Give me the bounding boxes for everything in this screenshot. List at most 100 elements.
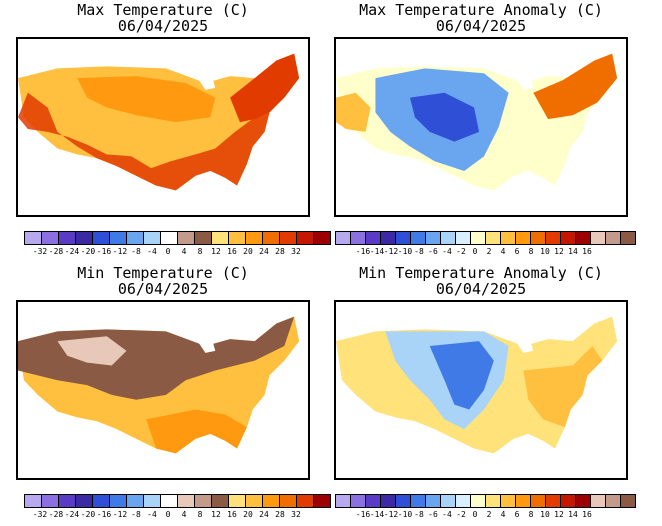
legend-tick-label: 2 <box>486 510 492 519</box>
legend-tick-label: 20 <box>243 510 253 519</box>
legend-swatch <box>92 494 110 508</box>
legend-tick-label: 0 <box>165 510 171 519</box>
legend-tick-label: 12 <box>554 247 564 256</box>
legend-swatch <box>395 494 411 508</box>
legend-swatch <box>515 494 531 508</box>
legend-tick-label: -16 <box>355 247 371 256</box>
legend-tick-label: 2 <box>486 247 492 256</box>
gulf-coast <box>156 434 237 478</box>
legend-tick-label: -24 <box>64 510 80 519</box>
temperature-map <box>16 37 310 217</box>
warm-northeast <box>533 53 618 120</box>
legend-swatch <box>177 231 195 245</box>
legend-swatch <box>143 494 161 508</box>
legend-tick-label: -12 <box>383 510 399 519</box>
legend-swatch <box>605 494 621 508</box>
legend-swatch <box>211 494 229 508</box>
warm-east <box>523 346 603 428</box>
legend-tick-label: -4 <box>147 247 157 256</box>
panel-min-temperature: Min Temperature (C) 06/04/2025 -32 -28 -24… <box>13 263 331 519</box>
legend-tick-label: -2 <box>456 510 466 519</box>
legend-swatch <box>530 494 546 508</box>
legend-tick-label: 32 <box>291 247 301 256</box>
legend-tick-label: -14 <box>369 510 385 519</box>
legend-swatch <box>485 494 501 508</box>
legend-tick-label: -16 <box>355 510 371 519</box>
color-legend <box>24 231 331 245</box>
legend-swatch <box>470 494 486 508</box>
legend-swatch <box>590 494 606 508</box>
legend-swatch <box>24 494 42 508</box>
panel-title: Max Temperature (C) <box>77 1 249 19</box>
legend-swatch <box>620 231 636 245</box>
legend-tick-label: 8 <box>197 510 203 519</box>
legend-tick-label: -14 <box>369 247 385 256</box>
legend-tick-label: -8 <box>414 510 424 519</box>
legend-tick-label: 28 <box>275 510 285 519</box>
legend-tick-label: 14 <box>568 247 578 256</box>
ocean-west <box>18 399 157 478</box>
legend-swatch <box>605 231 621 245</box>
legend-swatch <box>160 231 178 245</box>
legend-swatch <box>395 231 411 245</box>
legend-swatch <box>500 494 516 508</box>
legend-swatch <box>296 494 314 508</box>
legend-tick-label: 6 <box>514 510 520 519</box>
light-rockies <box>57 336 127 366</box>
legend-tick-label: -28 <box>48 510 64 519</box>
legend-ticks: -16 -14 -12 -10 -8 -6 -4 -2 0 2 4 6 8 10 12 14 16 <box>331 247 631 257</box>
warm-southwest <box>18 92 270 191</box>
legend-tick-label: -6 <box>428 510 438 519</box>
legend-tick-label: 28 <box>275 247 285 256</box>
legend-swatch <box>350 231 366 245</box>
legend-swatch <box>425 494 441 508</box>
legend-tick-label: -24 <box>64 247 80 256</box>
legend-swatch <box>575 494 591 508</box>
legend-tick-label: 16 <box>582 247 592 256</box>
legend-swatch <box>545 231 561 245</box>
legend-tick-label: 24 <box>259 510 269 519</box>
legend-tick-label: -32 <box>32 510 48 519</box>
gulf-coast <box>474 434 555 478</box>
legend-tick-label: 10 <box>540 510 550 519</box>
legend-tick-label: -16 <box>96 247 112 256</box>
legend-swatch <box>455 231 471 245</box>
great-lakes <box>508 66 534 90</box>
legend-tick-label: -8 <box>414 247 424 256</box>
legend-tick-label: -4 <box>442 247 452 256</box>
legend-swatch <box>335 494 351 508</box>
legend-swatch <box>590 231 606 245</box>
warm-south <box>146 409 247 454</box>
legend-swatch <box>75 231 93 245</box>
legend-swatch <box>425 231 441 245</box>
legend-tick-label: -20 <box>80 510 96 519</box>
legend-tick-label: -12 <box>383 247 399 256</box>
legend-tick-label: -10 <box>397 247 413 256</box>
legend-tick-label: -4 <box>442 510 452 519</box>
legend-tick-label: 16 <box>227 247 237 256</box>
anomaly-map <box>334 37 628 217</box>
mild-central <box>77 76 216 123</box>
legend-tick-label: 14 <box>568 510 578 519</box>
legend-tick-label: 24 <box>259 247 269 256</box>
legend-swatch <box>228 494 246 508</box>
ocean-west <box>336 399 475 478</box>
panel-title: Max Temperature Anomaly (C) <box>359 1 603 19</box>
legend-swatch <box>245 494 263 508</box>
legend-tick-label: 0 <box>472 510 478 519</box>
legend-swatch <box>470 231 486 245</box>
legend-tick-label: -4 <box>147 510 157 519</box>
legend-swatch <box>365 494 381 508</box>
legend-swatch <box>75 494 93 508</box>
legend-swatch <box>313 231 331 245</box>
hot-northeast <box>230 53 300 123</box>
legend-swatch <box>143 231 161 245</box>
legend-swatch <box>58 231 76 245</box>
color-legend <box>24 494 331 508</box>
legend-swatch <box>92 231 110 245</box>
legend-swatch <box>485 231 501 245</box>
legend-ticks: -32 -28 -24 -20 -16 -12 -8 -4 0 4 8 12 16 20 24 28 32 <box>13 510 313 520</box>
legend-tick-label: 32 <box>291 510 301 519</box>
legend-tick-label: 8 <box>197 247 203 256</box>
panel-date: 06/04/2025 <box>435 17 527 35</box>
